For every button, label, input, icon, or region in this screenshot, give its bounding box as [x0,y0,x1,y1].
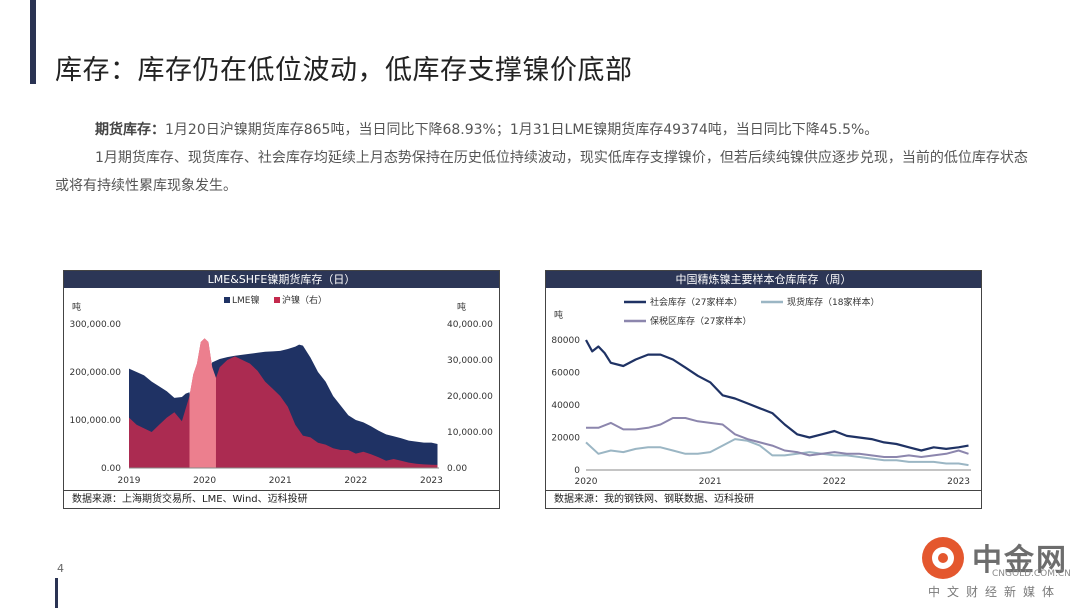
x-tick-1: 2021 [699,477,722,487]
logo-url: CNGOLD.COM.CN [992,569,1071,579]
paragraph-text: 1月20日沪镍期货库存865吨，当日同比下降68.93%；1月31日LME镍期货… [165,122,879,138]
chart-title: LME&SHFE镍期货库存（日） [64,271,499,288]
y-tick-right-2: 20,000.00 [447,392,493,402]
y-tick-right-0: 40,000.00 [447,320,493,330]
line-social-inventory [585,339,969,452]
footer-accent-bar [55,578,58,608]
page-title: 库存：库存仍在低位波动，低库存支撑镍价底部 [55,55,633,86]
x-tick-2: 2021 [269,476,292,486]
y-tick-left-0: 300,000.00 [69,320,121,330]
x-tick-3: 2023 [947,477,970,487]
chart-lme-shfe-svg: 吨 吨 LME镍 沪镍（右） 300,000.00 200,000.00 100,000.0… [69,294,493,486]
x-tick-1: 2020 [193,476,216,486]
y-tick-left-1: 200,000.00 [69,368,121,378]
x-tick-3: 2022 [344,476,367,486]
x-tick-2: 2022 [823,477,846,487]
chart-lme-shfe-inventory: LME&SHFE镍期货库存（日） 吨 吨 LME镍 沪镍（右） 300,000.00 20… [63,270,500,509]
y-tick-left-2: 100,000.00 [69,416,121,426]
paragraph-futures-inventory: 期货库存：1月20日沪镍期货库存865吨，当日同比下降68.93%；1月31日L… [55,116,1030,144]
y-tick-left-3: 0.00 [101,464,121,474]
legend-label-lme: LME镍 [232,294,259,306]
legend-label-0: 社会库存（27家样本） [650,296,742,308]
y-tick-3: 20000 [551,434,580,444]
chart-source: 数据来源：我的钢铁网、钢联数据、迈科投研 [546,490,981,508]
y-tick-4: 0 [574,466,580,476]
legend-swatch-shfe [274,297,280,303]
logo-name: 中金网 [972,543,1068,578]
paragraph-lead: 期货库存： [95,122,165,138]
y-tick-2: 40000 [551,401,580,411]
x-tick-4: 2023 [420,476,443,486]
title-accent-bar [30,0,36,84]
chart-warehouse-svg: 吨 社会库存（27家样本） 现货库存（18家样本） 保税区库存（27家样本） 80000… [551,296,971,487]
x-tick-0: 2019 [118,476,141,486]
logo-tagline: 中文财经新媒体 [928,585,1062,599]
chart-source: 数据来源：上海期货交易所、LME、Wind、迈科投研 [64,490,499,508]
y-tick-0: 80000 [551,336,580,346]
x-tick-0: 2020 [575,477,598,487]
paragraph-inventory-outlook: 1月期货库存、现货库存、社会库存均延续上月态势保持在历史低位持续波动，现实低库存… [55,150,1028,194]
chart-china-nickel-warehouse: 中国精炼镍主要样本仓库库存（周） 吨 社会库存（27家样本） 现货库存（18家样本）… [545,270,982,509]
y-axis-unit: 吨 [554,309,563,321]
right-axis-unit: 吨 [457,301,466,313]
left-axis-unit: 吨 [72,301,81,313]
y-tick-right-3: 10,000.00 [447,428,493,438]
line-spot-inventory [585,438,969,467]
legend-label-2: 保税区库存（27家样本） [650,315,751,327]
y-tick-1: 60000 [551,369,580,379]
legend-label-1: 现货库存（18家样本） [787,296,879,308]
legend-swatch-lme [224,297,230,303]
area-shfe-peak [189,338,216,468]
cngold-logo: 中金网 CNGOLD.COM.CN 中文财经新媒体 [918,533,1078,608]
y-tick-right-4: 0.00 [447,464,467,474]
y-tick-right-1: 30,000.00 [447,356,493,366]
chart-title: 中国精炼镍主要样本仓库库存（周） [546,271,981,288]
page-number: 4 [57,562,64,575]
legend-label-shfe: 沪镍（右） [282,294,327,306]
line-bonded-inventory [586,417,969,458]
